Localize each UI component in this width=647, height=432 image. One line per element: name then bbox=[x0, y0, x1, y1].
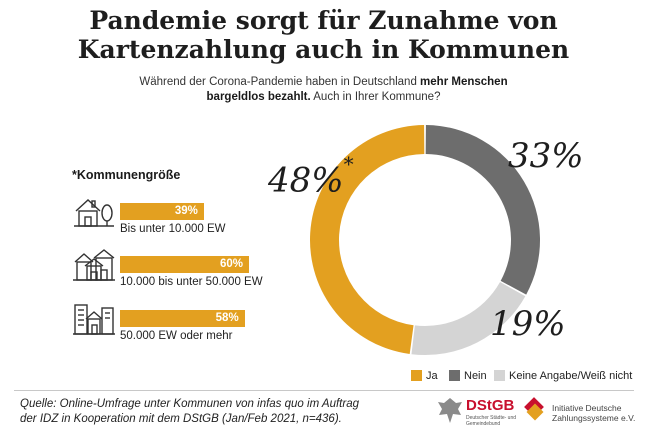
chart-subtitle: Während der Corona-Pandemie haben in Deu… bbox=[0, 75, 647, 105]
slice-nein bbox=[425, 125, 540, 295]
slice-label-ja: 48%* bbox=[268, 152, 354, 201]
source-line-2: der IDZ in Kooperation mit dem DStGB (Ja… bbox=[20, 413, 342, 425]
medium-town-icon bbox=[73, 249, 115, 281]
title-line-2: Kartenzahlung auch in Kommunen bbox=[77, 35, 570, 64]
source-line-1: Quelle: Online-Umfrage unter Kommunen vo… bbox=[20, 398, 359, 410]
legend-swatch bbox=[411, 370, 422, 381]
group-bar: 39% bbox=[120, 203, 204, 220]
legend-swatch bbox=[449, 370, 460, 381]
slice-label-keine-angabe: 19% bbox=[490, 304, 566, 344]
dstgb-logo: DStGB Deutscher Städte- und Gemeindebund bbox=[436, 395, 524, 429]
legend-item-nein: Nein bbox=[449, 369, 487, 383]
subtitle-part-2: Auch in Ihrer Kommune? bbox=[310, 91, 441, 103]
source-note: Quelle: Online-Umfrage unter Kommunen vo… bbox=[20, 397, 420, 427]
subtitle-part-1: Während der Corona-Pandemie haben in Deu… bbox=[139, 76, 421, 88]
small-town-icon bbox=[74, 199, 114, 227]
slice-label-nein: 33% bbox=[508, 136, 584, 176]
subtitle-bold-1: mehr Menschen bbox=[420, 76, 508, 88]
subtitle-bold-2: bargeldlos bezahlt. bbox=[206, 91, 311, 103]
chart-title: Pandemie sorgt für Zunahme von Kartenzah… bbox=[0, 6, 647, 64]
group-label: 10.000 bis unter 50.000 EW bbox=[120, 276, 263, 288]
group-medium: 60% 10.000 bis unter 50.000 EW bbox=[72, 248, 282, 298]
eagle-icon bbox=[438, 398, 462, 423]
slice-keine-angabe bbox=[411, 282, 526, 355]
group-small: 39% Bis unter 10.000 EW bbox=[72, 195, 282, 245]
group-label: Bis unter 10.000 EW bbox=[120, 223, 226, 235]
group-bar: 60% bbox=[120, 256, 249, 273]
divider bbox=[14, 390, 634, 391]
group-large: 58% 50.000 EW oder mehr bbox=[72, 302, 282, 352]
idz-mark-icon bbox=[524, 397, 544, 421]
legend-item-keine-angabe: Keine Angabe/Weiß nicht bbox=[494, 369, 632, 383]
group-label: 50.000 EW oder mehr bbox=[120, 330, 233, 342]
footnote-marker: * bbox=[343, 152, 354, 176]
idz-logo: Initiative Deutsche Zahlungssysteme e.V. bbox=[520, 395, 640, 429]
legend-item-ja: Ja bbox=[411, 369, 438, 383]
legend-swatch bbox=[494, 370, 505, 381]
group-legend-title: *Kommunengröße bbox=[72, 168, 181, 182]
title-line-1: Pandemie sorgt für Zunahme von bbox=[89, 6, 558, 35]
donut-chart bbox=[310, 125, 540, 355]
slice-ja bbox=[310, 125, 425, 354]
city-icon bbox=[73, 304, 115, 335]
group-bar: 58% bbox=[120, 310, 245, 327]
